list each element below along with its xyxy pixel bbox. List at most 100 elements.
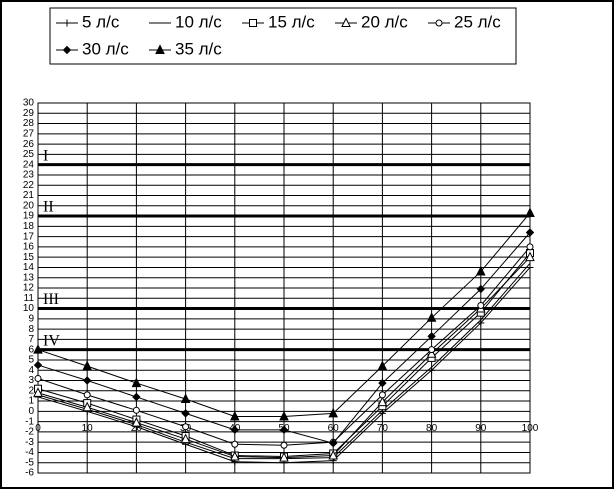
- marker: [477, 319, 485, 327]
- marker: [180, 433, 191, 444]
- reference-label: III: [43, 291, 59, 308]
- y-tick-label: 26: [23, 139, 35, 150]
- y-tick-label: 24: [23, 159, 35, 170]
- x-tick-label: 60: [328, 423, 340, 434]
- marker: [229, 410, 240, 421]
- marker: [155, 44, 165, 54]
- y-tick-label: 14: [23, 262, 35, 273]
- reference-label: I: [43, 147, 48, 164]
- marker: [131, 377, 142, 388]
- y-tick-label: 2: [28, 385, 34, 396]
- y-tick-label: 28: [23, 118, 35, 129]
- y-tick-label: 22: [23, 180, 35, 191]
- y-tick-label: 6: [28, 344, 34, 355]
- y-tick-label: 19: [23, 211, 35, 222]
- y-tick-label: 30: [23, 98, 35, 109]
- legend-label: 15 л/с: [268, 12, 315, 31]
- marker: [280, 441, 288, 449]
- y-tick-label: 23: [23, 170, 35, 181]
- marker: [132, 392, 141, 402]
- x-tick-label: 0: [35, 423, 41, 434]
- marker: [377, 360, 388, 371]
- marker: [33, 360, 43, 370]
- marker: [33, 344, 43, 354]
- legend-label: 35 л/с: [175, 39, 222, 58]
- marker: [428, 346, 436, 354]
- marker: [249, 19, 257, 27]
- marker: [82, 401, 93, 412]
- marker: [33, 387, 43, 397]
- marker: [180, 393, 191, 403]
- marker: [377, 396, 388, 407]
- marker: [131, 417, 142, 427]
- marker: [525, 228, 535, 237]
- marker: [427, 332, 436, 341]
- legend-label: 5 л/с: [82, 12, 120, 31]
- marker: [279, 425, 289, 435]
- y-tick-label: 3: [28, 375, 34, 386]
- legend-label: 10 л/с: [175, 12, 222, 31]
- x-tick-label: 90: [475, 423, 487, 434]
- marker: [82, 376, 92, 385]
- y-tick-label: 17: [23, 231, 35, 242]
- y-tick-label: 25: [23, 149, 35, 160]
- marker: [279, 410, 289, 421]
- marker: [426, 312, 437, 322]
- y-tick-label: -1: [25, 416, 34, 427]
- marker: [378, 391, 386, 399]
- x-tick-label: 80: [426, 423, 438, 434]
- marker: [230, 425, 240, 435]
- marker: [475, 265, 486, 276]
- y-tick-label: 21: [23, 190, 35, 201]
- reference-label: II: [43, 199, 54, 216]
- y-tick-label: 9: [28, 313, 34, 324]
- legend-box: [49, 7, 517, 65]
- marker: [62, 45, 72, 55]
- x-tick-label: 70: [377, 423, 389, 434]
- marker: [378, 378, 387, 388]
- marker: [34, 374, 42, 382]
- y-tick-label: 7: [28, 334, 34, 345]
- marker: [83, 391, 91, 399]
- y-tick-label: 5: [28, 355, 34, 366]
- marker: [82, 360, 93, 371]
- marker: [525, 251, 535, 262]
- marker: [435, 19, 443, 27]
- y-tick-label: -2: [25, 427, 34, 438]
- marker: [181, 409, 190, 418]
- x-tick-label: 100: [522, 423, 539, 434]
- marker: [63, 19, 71, 27]
- y-tick-label: -3: [25, 437, 34, 448]
- y-tick-label: 8: [28, 324, 34, 335]
- y-tick-label: -6: [25, 468, 34, 479]
- marker: [525, 207, 535, 217]
- y-tick-label: 10: [23, 303, 35, 314]
- marker: [526, 243, 534, 251]
- legend-label: 30 л/с: [82, 39, 129, 58]
- marker: [231, 440, 239, 448]
- marker: [182, 423, 190, 431]
- marker: [526, 263, 534, 271]
- y-tick-label: 18: [23, 221, 35, 232]
- marker: [426, 348, 437, 358]
- legend-label: 25 л/с: [454, 12, 501, 31]
- y-tick-label: -4: [25, 447, 34, 458]
- y-tick-label: 1: [28, 396, 34, 407]
- marker: [328, 449, 339, 460]
- y-tick-label: 27: [23, 128, 35, 139]
- marker: [279, 451, 289, 462]
- y-tick-label: 15: [23, 252, 35, 263]
- y-tick-label: 12: [23, 283, 35, 294]
- reference-label: IV: [43, 332, 60, 349]
- y-tick-label: 4: [28, 365, 34, 376]
- marker: [476, 284, 486, 294]
- y-tick-label: 13: [23, 272, 35, 283]
- marker: [229, 450, 240, 461]
- marker: [341, 17, 351, 27]
- marker: [477, 301, 485, 309]
- y-tick-label: 29: [23, 108, 35, 119]
- marker: [328, 407, 339, 418]
- x-tick-label: 10: [82, 423, 94, 434]
- marker: [378, 409, 386, 417]
